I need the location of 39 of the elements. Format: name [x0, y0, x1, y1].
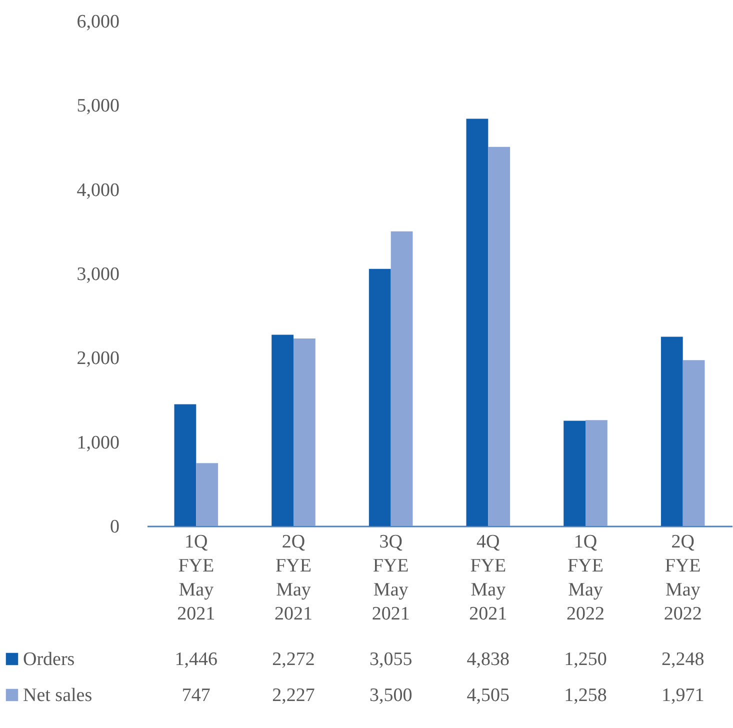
y-tick-label: 4,000: [76, 180, 120, 201]
bar: [196, 463, 218, 526]
y-tick-label: 3,000: [76, 264, 120, 285]
data-label: 1,971: [661, 685, 704, 706]
bar: [174, 404, 196, 526]
legend-label: Orders: [23, 649, 75, 670]
x-tick-label: 2Q FYE May 2022: [664, 532, 702, 624]
data-label: 3,055: [369, 649, 412, 670]
bar: [564, 420, 586, 526]
x-tick-label: 1Q FYE May 2021: [177, 532, 216, 624]
x-tick-label: 3Q FYE May 2021: [372, 532, 410, 624]
data-label: 1,258: [564, 685, 607, 706]
bar: [293, 338, 316, 526]
y-tick-label: 0: [110, 516, 120, 538]
x-tick-label: 1Q FYE May 2022: [566, 532, 605, 624]
data-label: 2,227: [272, 685, 315, 706]
y-tick-label: 2,000: [76, 348, 120, 370]
data-label: 2,272: [272, 649, 315, 670]
data-label: 2,248: [661, 649, 704, 670]
data-label: 747: [182, 685, 210, 706]
x-tick-label: 4Q FYE May 2021: [469, 532, 508, 624]
bar: [466, 118, 488, 526]
bar: [660, 336, 683, 526]
bar: [488, 146, 510, 526]
data-label: 1,250: [564, 649, 607, 670]
y-tick-label: 1,000: [76, 432, 120, 454]
data-label: 3,500: [369, 685, 412, 706]
x-tick-label: 2Q FYE May 2021: [274, 532, 312, 624]
data-label: 1,446: [174, 649, 218, 670]
bar: [586, 420, 608, 526]
bar: [682, 360, 705, 526]
y-tick-label: 5,000: [76, 96, 120, 117]
bar: [390, 231, 413, 526]
legend-label: Net sales: [23, 685, 92, 706]
data-label: 4,838: [466, 649, 510, 670]
data-label: 4,505: [466, 685, 510, 706]
y-tick-label: 6,000: [76, 12, 120, 32]
bar: [272, 334, 294, 526]
bar: [368, 268, 391, 526]
